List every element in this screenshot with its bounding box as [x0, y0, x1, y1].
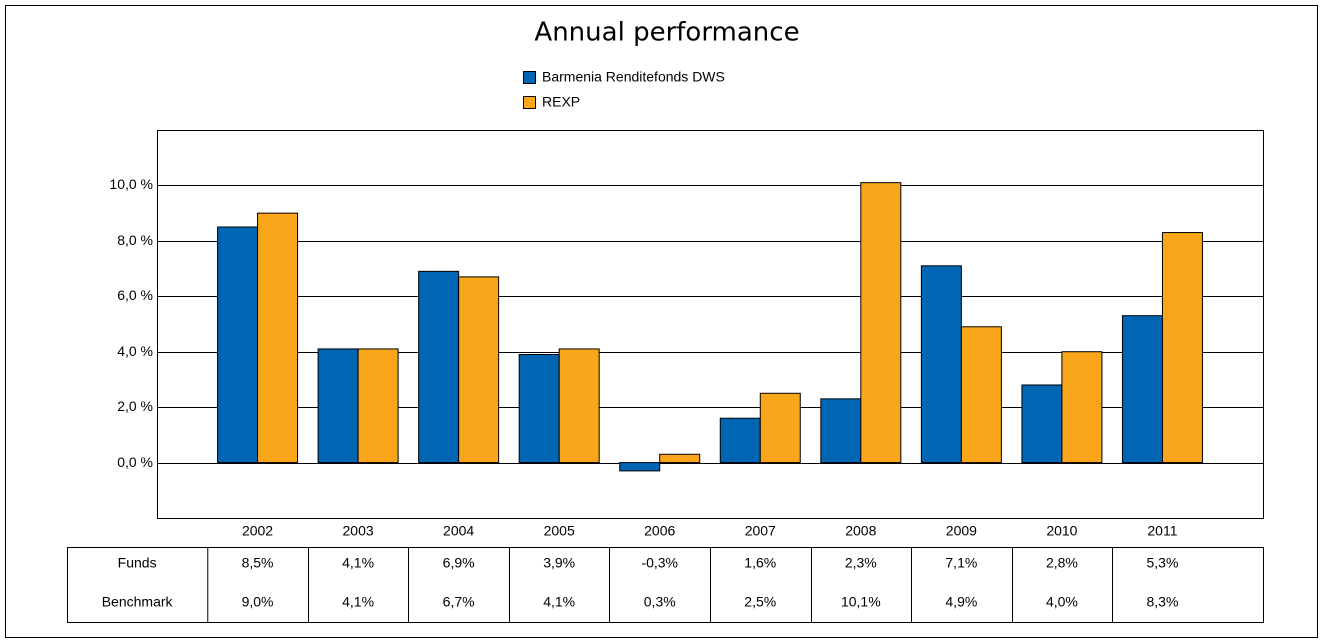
- table-value: 8,5%: [242, 555, 274, 571]
- bar: [659, 453, 701, 464]
- bar: [860, 182, 902, 464]
- table-value: 7,1%: [945, 555, 977, 571]
- legend-swatch: [523, 71, 536, 84]
- table-value: 2,3%: [845, 555, 877, 571]
- table-value: 10,1%: [841, 594, 881, 610]
- frame: [5, 5, 1318, 638]
- chart-title: Annual performance: [534, 18, 799, 48]
- x-tick-label: 2010: [1046, 523, 1077, 539]
- table-value: 1,6%: [744, 555, 776, 571]
- bar: [759, 392, 801, 464]
- table-frame: [67, 547, 1264, 623]
- x-tick-label: 2002: [242, 523, 273, 539]
- plot-area: [157, 130, 1264, 519]
- table-value: 4,1%: [543, 594, 575, 610]
- table-value: 2,5%: [744, 594, 776, 610]
- table-row-label: Funds: [118, 555, 157, 571]
- bar: [619, 462, 661, 472]
- x-tick-label: 2007: [745, 523, 776, 539]
- y-tick-label: 6,0 %: [117, 287, 153, 303]
- bar: [1061, 351, 1103, 464]
- x-tick-label: 2005: [544, 523, 575, 539]
- x-tick-label: 2008: [845, 523, 876, 539]
- bar: [357, 348, 399, 464]
- bar: [719, 417, 761, 464]
- table-value: 4,0%: [1046, 594, 1078, 610]
- y-tick-label: 10,0 %: [109, 176, 153, 192]
- bar: [820, 398, 862, 464]
- bar: [217, 226, 259, 464]
- table-value: 4,9%: [945, 594, 977, 610]
- table-value: 0,3%: [644, 594, 676, 610]
- bar: [418, 270, 460, 464]
- table-row-label: Benchmark: [102, 594, 174, 610]
- y-tick-label: 4,0 %: [117, 343, 153, 359]
- y-tick-label: 0,0 %: [117, 454, 153, 470]
- bar: [1021, 384, 1063, 464]
- bar: [1161, 232, 1203, 464]
- legend-swatch: [523, 96, 536, 109]
- bar: [960, 326, 1002, 464]
- table-value: 8,3%: [1146, 594, 1178, 610]
- bar: [558, 348, 600, 464]
- x-tick-label: 2006: [644, 523, 675, 539]
- bar: [920, 265, 962, 464]
- legend-label: REXP: [542, 94, 580, 110]
- table-value: 5,3%: [1146, 555, 1178, 571]
- bar: [458, 276, 500, 464]
- table-value: 4,1%: [342, 594, 374, 610]
- bar: [317, 348, 359, 464]
- y-tick-label: 2,0 %: [117, 398, 153, 414]
- table-value: 4,1%: [342, 555, 374, 571]
- x-tick-label: 2009: [946, 523, 977, 539]
- x-tick-label: 2003: [343, 523, 374, 539]
- table-value: 3,9%: [543, 555, 575, 571]
- bar: [518, 353, 560, 464]
- table-value: 6,7%: [443, 594, 475, 610]
- table-value: 2,8%: [1046, 555, 1078, 571]
- table-value: 6,9%: [443, 555, 475, 571]
- y-tick-label: 8,0 %: [117, 232, 153, 248]
- table-value: 9,0%: [242, 594, 274, 610]
- bar: [1121, 315, 1163, 464]
- x-tick-label: 2011: [1147, 523, 1177, 539]
- legend-label: Barmenia Renditefonds DWS: [542, 69, 725, 85]
- x-tick-label: 2004: [443, 523, 474, 539]
- table-value: -0,3%: [641, 555, 678, 571]
- bar: [257, 212, 299, 464]
